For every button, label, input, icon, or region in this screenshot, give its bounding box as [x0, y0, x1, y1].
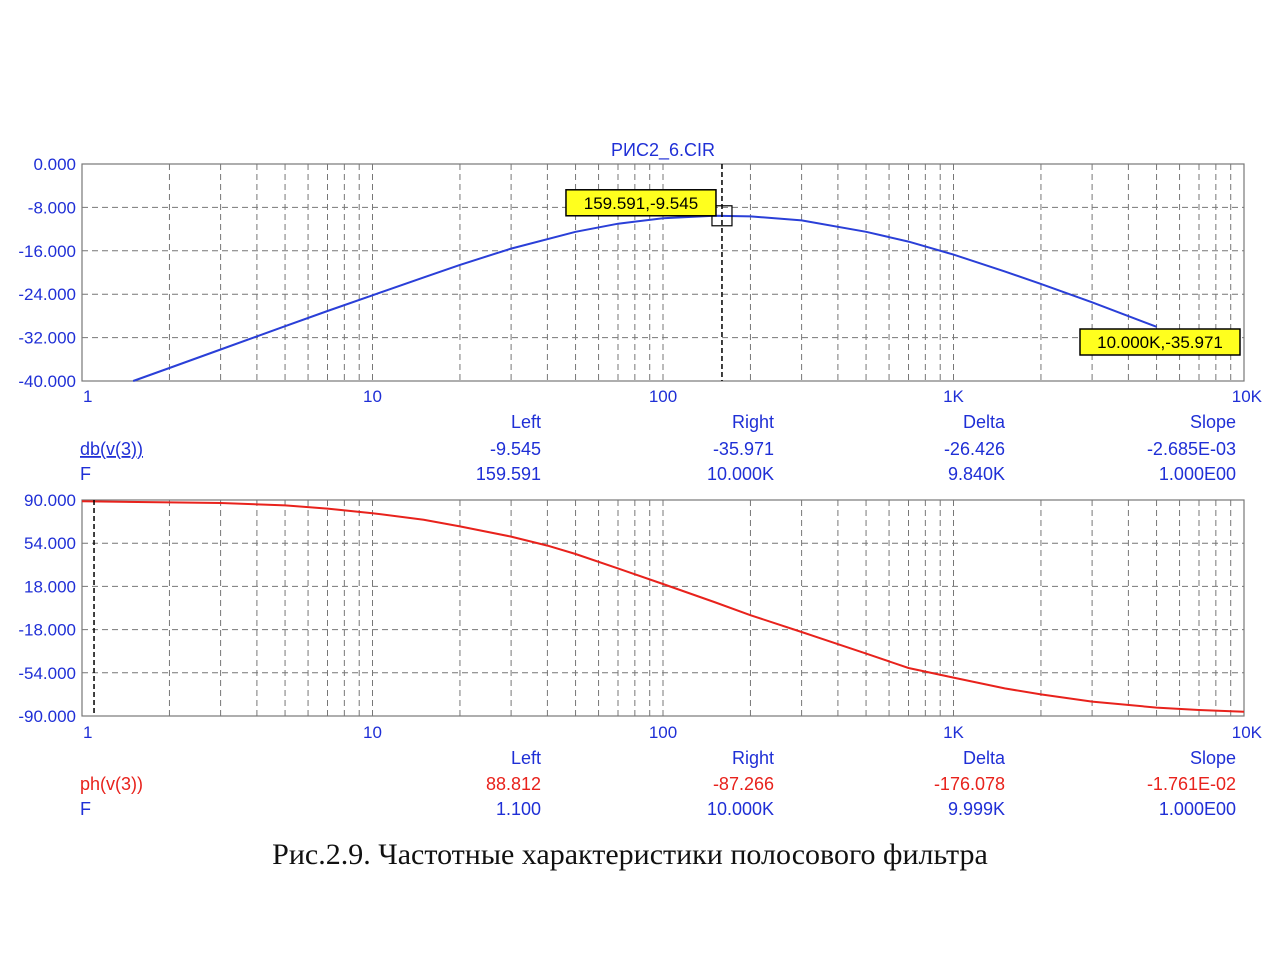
readout-header: Left: [511, 412, 541, 432]
readout-value: -176.078: [934, 774, 1005, 794]
readout-header: Delta: [963, 412, 1006, 432]
x-tick-label: 100: [649, 387, 677, 406]
readout-header: Right: [732, 412, 774, 432]
readout-header: Slope: [1190, 412, 1236, 432]
readout-row-label: ph(v(3)): [80, 774, 143, 794]
y-tick-label: -16.000: [18, 242, 76, 261]
x-tick-label: 1: [83, 723, 92, 742]
annotation-label: 159.591,-9.545: [584, 194, 698, 213]
readout-row-label: db(v(3)): [80, 439, 143, 459]
series-line-ph(v(3)): [81, 500, 1245, 713]
readout-value: -87.266: [713, 774, 774, 794]
readout-value: -26.426: [944, 439, 1005, 459]
y-tick-label: 54.000: [24, 534, 76, 553]
readout-value: 9.840K: [948, 464, 1005, 484]
readout-header: Delta: [963, 748, 1006, 768]
readout-value: -1.761E-02: [1147, 774, 1236, 794]
annotation-box: [565, 189, 717, 217]
annotation-label: 10.000K,-35.971: [1097, 333, 1223, 352]
y-tick-label: -32.000: [18, 329, 76, 348]
x-tick-label: 1: [83, 387, 92, 406]
readout-value: 1.000E00: [1159, 464, 1236, 484]
readout-value: -35.971: [713, 439, 774, 459]
x-tick-label: 1K: [943, 387, 964, 406]
readout-value: -2.685E-03: [1147, 439, 1236, 459]
x-tick-label: 100: [649, 723, 677, 742]
y-tick-label: -54.000: [18, 664, 76, 683]
y-tick-label: -18.000: [18, 621, 76, 640]
x-tick-label: 10K: [1232, 723, 1263, 742]
y-tick-label: 18.000: [24, 577, 76, 596]
x-tick-label: 10: [363, 723, 382, 742]
y-tick-label: 0.000: [33, 155, 76, 174]
readout-value: 10.000K: [707, 464, 774, 484]
readout-value: 1.000E00: [1159, 799, 1236, 819]
plot-panel-1: 0.000 -8.000 -16.000 -24.000 -32.000 -40.000 1…: [18, 140, 1262, 484]
readout-value: 9.999K: [948, 799, 1005, 819]
x-tick-label: 10K: [1232, 387, 1263, 406]
readout-value: 1.100: [496, 799, 541, 819]
readout-value: 10.000K: [707, 799, 774, 819]
plot-panel-2: 90.000 54.000 18.000 -18.000 -54.000 -90.000 1…: [18, 491, 1262, 819]
readout-header: Left: [511, 748, 541, 768]
readout-value: 88.812: [486, 774, 541, 794]
annotation-box: [1079, 328, 1241, 356]
plot-frame: [81, 163, 1245, 382]
readout-row-label: F: [80, 464, 91, 484]
y-tick-label: -24.000: [18, 285, 76, 304]
figure-caption: Рис.2.9. Частотные характеристики полосо…: [272, 838, 988, 871]
readout-header: Right: [732, 748, 774, 768]
y-tick-label: -40.000: [18, 372, 76, 391]
plot-frame: [81, 499, 1245, 717]
x-tick-label: 1K: [943, 723, 964, 742]
readout-header: Slope: [1190, 748, 1236, 768]
y-tick-label: 90.000: [24, 491, 76, 510]
y-tick-label: -90.000: [18, 707, 76, 726]
readout-value: -9.545: [490, 439, 541, 459]
readout-value: 159.591: [476, 464, 541, 484]
readout-row-label: F: [80, 799, 91, 819]
chart-title: РИС2_6.CIR: [611, 140, 715, 161]
x-tick-label: 10: [363, 387, 382, 406]
y-tick-label: -8.000: [28, 198, 76, 217]
series-line-db(v(3)): [132, 214, 1157, 382]
